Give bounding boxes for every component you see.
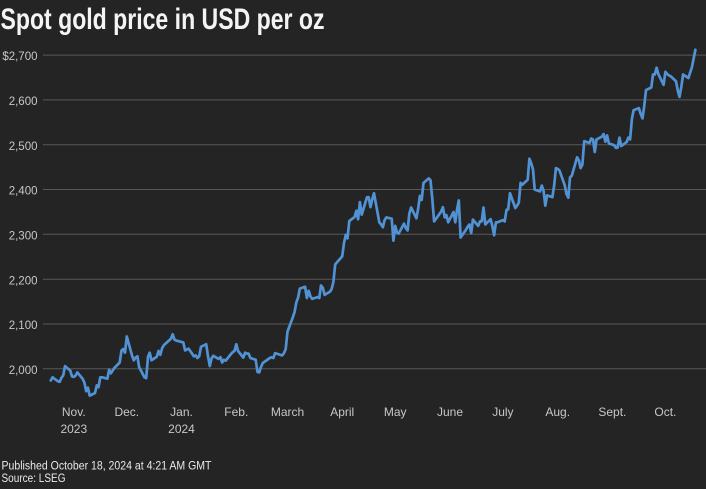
svg-text:2,100: 2,100: [9, 320, 38, 332]
svg-text:2,300: 2,300: [9, 230, 38, 242]
svg-text:Spot gold price in USD per oz: Spot gold price in USD per oz: [1, 3, 325, 36]
svg-text:Aug.: Aug.: [545, 405, 570, 419]
svg-text:Sept.: Sept.: [598, 405, 626, 419]
svg-text:May: May: [384, 405, 407, 419]
svg-text:Nov.: Nov.: [62, 405, 86, 419]
svg-text:2,200: 2,200: [9, 275, 38, 287]
svg-text:Dec.: Dec.: [114, 405, 139, 419]
svg-text:2,500: 2,500: [9, 141, 38, 153]
svg-text:June: June: [437, 405, 463, 419]
svg-text:April: April: [330, 405, 354, 419]
svg-text:Source: LSEG: Source: LSEG: [2, 471, 66, 485]
svg-text:Feb.: Feb.: [224, 405, 248, 419]
svg-text:Jan.: Jan.: [170, 405, 193, 419]
svg-text:2024: 2024: [168, 422, 195, 436]
svg-text:2,600: 2,600: [9, 96, 38, 108]
svg-text:July: July: [492, 405, 513, 419]
svg-text:2,000: 2,000: [9, 365, 38, 377]
svg-text:March: March: [271, 405, 304, 419]
svg-text:Published October 18, 2024 at: Published October 18, 2024 at 4:21 AM GM…: [2, 458, 212, 472]
svg-text:$2,700: $2,700: [2, 51, 37, 63]
svg-text:2,400: 2,400: [9, 186, 38, 198]
svg-text:2023: 2023: [60, 422, 87, 436]
svg-text:Oct.: Oct.: [654, 405, 676, 419]
